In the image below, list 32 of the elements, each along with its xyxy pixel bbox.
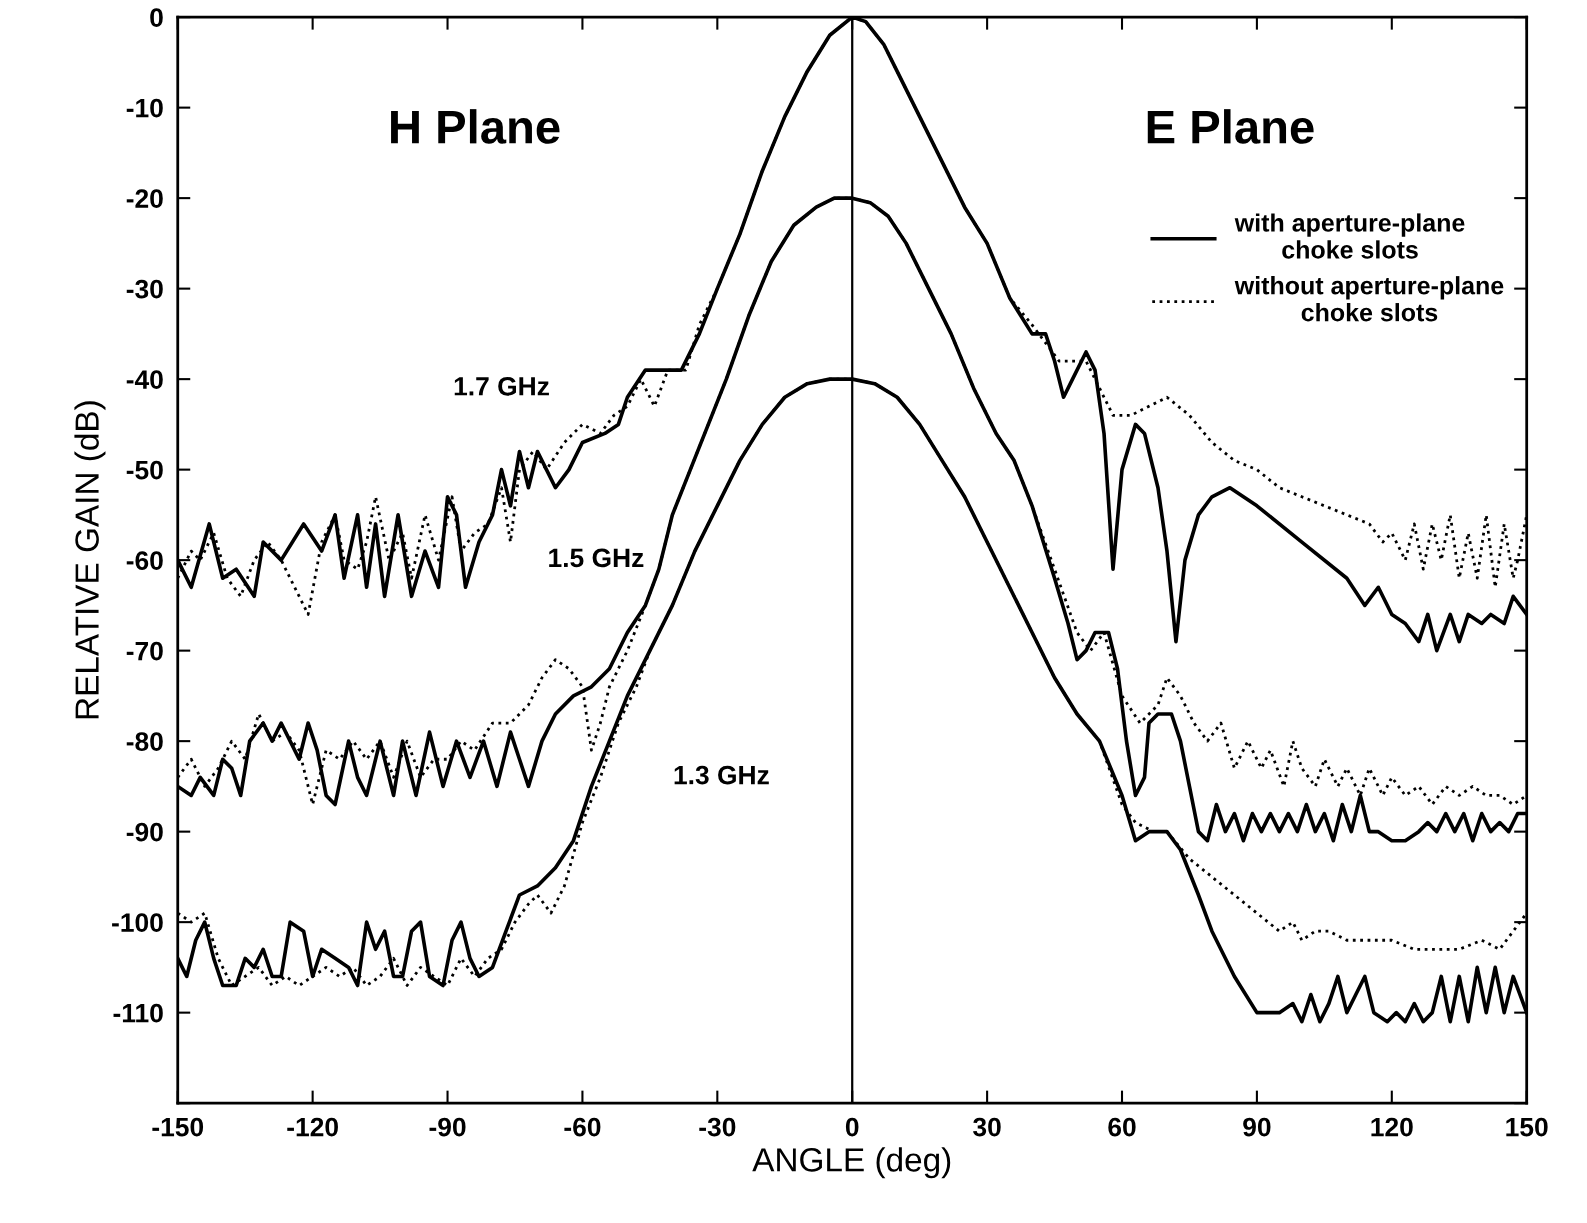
- legend-label: without aperture-plane choke slots: [1234, 276, 1504, 322]
- y-tick-label: -80: [126, 732, 163, 751]
- y-tick-label: -30: [126, 279, 163, 299]
- annotation: E Plane: [1147, 109, 1314, 144]
- x-tick-label: -60: [564, 1117, 601, 1137]
- y-tick-label: -40: [126, 370, 163, 389]
- annotation: 1.5 GHz: [549, 548, 644, 568]
- x-axis-title: ANGLE (deg): [752, 1147, 951, 1179]
- annotation: 1.7 GHz: [454, 376, 549, 396]
- x-tick-label: 120: [1371, 1117, 1413, 1137]
- x-tick-label: -90: [429, 1117, 466, 1137]
- legend-label: with aperture-plane choke slots: [1234, 213, 1465, 259]
- x-tick-label: 30: [973, 1117, 1001, 1137]
- y-tick-label: -70: [126, 641, 163, 661]
- x-tick-label: 90: [1243, 1117, 1271, 1137]
- y-tick-label: -10: [126, 98, 163, 118]
- x-tick-label: 0: [845, 1117, 859, 1137]
- y-tick-label: -50: [126, 460, 163, 480]
- y-tick-label: -90: [126, 822, 163, 842]
- annotation: H Plane: [391, 109, 560, 144]
- y-tick-label: 0: [150, 8, 163, 27]
- x-tick-label: -120: [287, 1117, 338, 1137]
- y-axis-title: RELATIVE GAIN (dB): [74, 401, 106, 719]
- x-tick-label: -30: [699, 1117, 736, 1137]
- x-tick-label: 150: [1506, 1117, 1548, 1137]
- y-tick-label: -100: [112, 913, 163, 932]
- y-tick-label: -20: [126, 189, 163, 208]
- annotation: 1.3 GHz: [674, 765, 769, 785]
- x-tick-label: -150: [152, 1117, 204, 1137]
- y-tick-label: -60: [126, 551, 163, 570]
- x-tick-label: 60: [1108, 1117, 1136, 1137]
- y-tick-label: -110: [113, 1003, 163, 1023]
